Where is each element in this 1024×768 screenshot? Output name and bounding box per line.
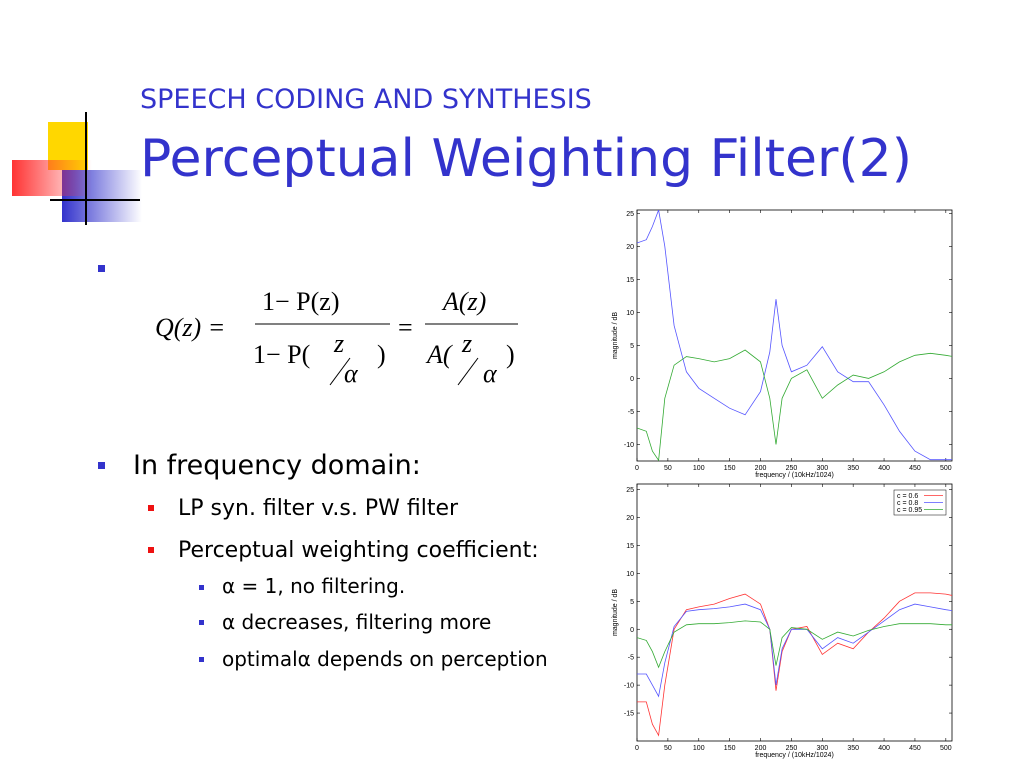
formula: Q(z) = 1− P(z) 1− P( z α ) = A(z) A( z α… — [155, 287, 518, 388]
y-tick-label: 10 — [626, 310, 634, 317]
y-tick-label: 25 — [626, 211, 634, 218]
x-tick-label: 200 — [755, 745, 767, 752]
y-tick-label: -5 — [628, 409, 634, 416]
x-tick-label: 0 — [635, 465, 639, 472]
y-tick-label: 15 — [626, 543, 634, 550]
y-tick-label: -15 — [624, 711, 634, 718]
x-tick-label: 400 — [878, 465, 890, 472]
x-tick-label: 150 — [724, 745, 736, 752]
x-axis-label: frequency / (10kHz/1024) — [755, 752, 834, 759]
bullet — [148, 505, 154, 511]
formula-text: = — [398, 313, 413, 342]
formula-text: α — [344, 359, 359, 388]
bullet — [199, 585, 204, 590]
y-tick-label: -10 — [624, 683, 634, 690]
x-tick-label: 350 — [847, 465, 859, 472]
bullet-text: α = 1, no filtering. — [222, 574, 405, 598]
formula-text: α — [483, 359, 498, 388]
x-tick-label: 450 — [909, 745, 921, 752]
x-tick-label: 250 — [786, 745, 798, 752]
bullet-text: Perceptual weighting coefficient: — [178, 538, 539, 563]
bullet — [148, 547, 154, 553]
series-line — [637, 592, 952, 737]
y-axis-label: magnitude / dB — [612, 589, 619, 636]
bullet-text: LP syn. filter v.s. PW filter — [178, 496, 459, 521]
x-tick-label: 450 — [909, 465, 921, 472]
series-line — [637, 620, 952, 669]
formula-text: Q(z) = — [155, 313, 225, 342]
y-tick-label: -10 — [624, 442, 634, 449]
x-tick-label: 100 — [693, 745, 705, 752]
bullet-text: α decreases, filtering more — [222, 610, 491, 634]
x-tick-label: 400 — [878, 745, 890, 752]
bullet — [199, 657, 204, 662]
y-axis-label: magnitude / dB — [612, 312, 619, 359]
x-tick-label: 500 — [940, 745, 952, 752]
bullet — [199, 620, 204, 625]
y-tick-label: 20 — [626, 515, 634, 522]
formula-text: A(z) — [441, 287, 486, 316]
x-tick-label: 300 — [816, 745, 828, 752]
x-tick-label: 0 — [635, 745, 639, 752]
y-tick-label: 5 — [630, 599, 634, 606]
y-tick-label: -5 — [628, 655, 634, 662]
y-tick-label: 20 — [626, 244, 634, 251]
y-tick-label: 0 — [630, 376, 634, 383]
slash — [329, 357, 351, 386]
formula-text: 1− P( — [253, 340, 310, 369]
formula-text: 1− P(z) — [262, 287, 339, 316]
x-axis-label: frequency / (10kHz/1024) — [755, 472, 834, 479]
plot-area — [636, 209, 953, 462]
bullet-text: In frequency domain: — [133, 450, 421, 481]
slash — [457, 357, 479, 386]
formula-text: ) — [377, 340, 386, 369]
title: Perceptual Weighting Filter(2) — [140, 129, 912, 189]
y-tick-label: 10 — [626, 571, 634, 578]
x-tick-label: 100 — [693, 465, 705, 472]
x-tick-label: 300 — [816, 465, 828, 472]
bullet — [98, 462, 105, 469]
x-tick-label: 350 — [847, 745, 859, 752]
x-tick-label: 50 — [664, 465, 672, 472]
series-line — [637, 603, 952, 698]
x-tick-label: 200 — [755, 465, 767, 472]
y-tick-label: 5 — [630, 343, 634, 350]
series-line — [637, 210, 952, 461]
formula-text: z — [333, 329, 344, 358]
formula-text: A( — [425, 340, 453, 369]
legend-label: c = 0.8 — [897, 500, 918, 507]
subtitle: SPEECH CODING AND SYNTHESIS — [140, 84, 592, 115]
y-tick-label: 15 — [626, 277, 634, 284]
logo-red — [12, 160, 92, 196]
bullet — [98, 265, 105, 272]
x-tick-label: 500 — [940, 465, 952, 472]
x-tick-label: 50 — [664, 745, 672, 752]
x-tick-label: 150 — [724, 465, 736, 472]
legend-label: c = 0.95 — [897, 507, 922, 514]
y-tick-label: 25 — [626, 487, 634, 494]
legend-label: c = 0.6 — [897, 493, 918, 500]
y-tick-label: 0 — [630, 627, 634, 634]
formula-text: z — [461, 329, 472, 358]
formula-text: ) — [506, 340, 515, 369]
x-tick-label: 250 — [786, 465, 798, 472]
bullet-text: optimalα depends on perception — [222, 647, 548, 671]
plot-area — [636, 483, 953, 742]
series-line — [637, 349, 952, 461]
